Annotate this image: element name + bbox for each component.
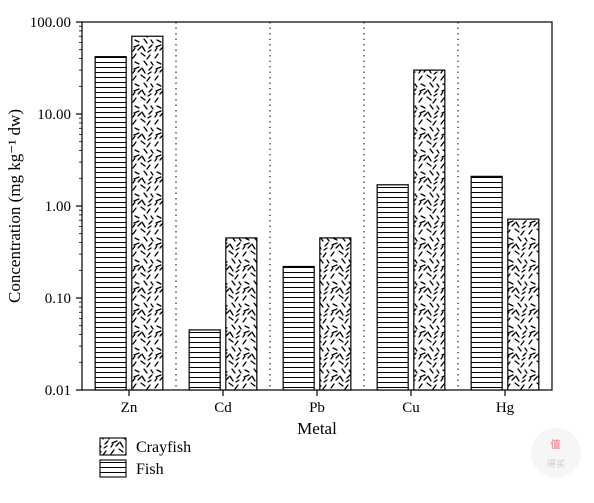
y-tick-label: 0.01: [45, 383, 71, 399]
legend-label: Crayfish: [136, 439, 191, 456]
y-axis-title: Concentration (mg kg⁻¹ dw): [5, 109, 24, 303]
bar-fish-pb: [283, 266, 314, 390]
bar-crayfish-pb: [320, 238, 351, 390]
legend-swatch: [100, 460, 126, 477]
bar-fish-cu: [377, 185, 408, 390]
y-tick-label: 1.00: [45, 199, 71, 215]
bar-fish-cd: [189, 330, 220, 390]
bar-fish-zn: [95, 57, 126, 390]
y-tick-label: 100.00: [30, 15, 71, 31]
y-tick-label: 10.00: [37, 107, 71, 123]
bar-crayfish-hg: [508, 219, 539, 390]
x-tick-label: Cu: [402, 400, 420, 416]
x-axis-title: Metal: [297, 419, 337, 438]
x-tick-label: Cd: [214, 400, 232, 416]
bar-fish-hg: [471, 176, 502, 390]
bar-crayfish-cd: [226, 238, 257, 390]
x-tick-label: Hg: [496, 400, 515, 416]
x-tick-label: Zn: [121, 400, 138, 416]
bar-crayfish-cu: [414, 70, 445, 390]
legend-swatch: [100, 438, 126, 455]
x-tick-label: Pb: [309, 400, 325, 416]
y-tick-label: 0.10: [45, 291, 71, 307]
bar-crayfish-zn: [132, 36, 163, 390]
legend-label: Fish: [136, 461, 164, 478]
